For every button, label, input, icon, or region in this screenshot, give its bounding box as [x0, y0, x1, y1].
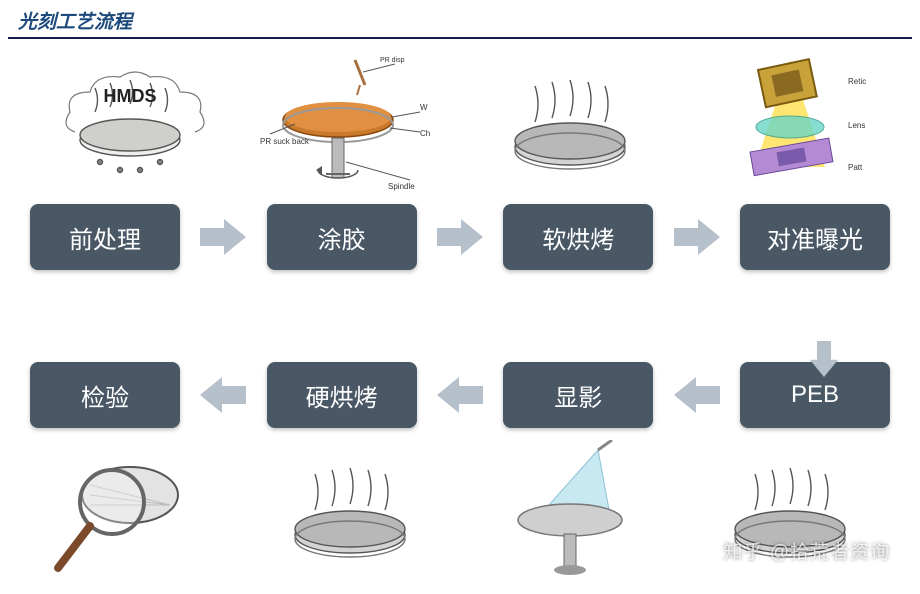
- callout-nozzle: PR disp: [380, 57, 405, 64]
- callout-chuck: Ch: [420, 129, 430, 138]
- callout-reticle: Retic: [848, 77, 866, 86]
- step-softbake: 软烘烤: [503, 204, 653, 270]
- image-develop: [480, 440, 660, 580]
- arrow-left-icon: [437, 377, 483, 413]
- step-inspect: 检验: [30, 362, 180, 428]
- callout-suckback: PR suck back: [260, 137, 310, 146]
- image-inspect: [40, 440, 220, 580]
- page-title: 光刻工艺流程: [18, 12, 132, 33]
- arrow-down-icon: [806, 331, 842, 387]
- diagram-content: HMDS: [10, 47, 910, 585]
- arrow-left-icon: [674, 377, 720, 413]
- image-spin-coater: PR suck back PR disp W Ch Spindle: [260, 52, 440, 192]
- watermark: 知乎 @拾荒者资询: [723, 537, 890, 564]
- title-bar: 光刻工艺流程: [8, 3, 912, 39]
- image-hmds: HMDS: [40, 52, 220, 192]
- step-pretreat: 前处理: [30, 204, 180, 270]
- image-hardbake: [260, 440, 440, 580]
- step-expose: 对准曝光: [740, 204, 890, 270]
- hmds-label: HMDS: [104, 86, 157, 106]
- step-hardbake: 硬烘烤: [267, 362, 417, 428]
- arrow-right-icon: [437, 219, 483, 255]
- top-step-row: 前处理 涂胶 软烘烤 对准曝光: [10, 197, 910, 277]
- top-image-row: HMDS: [10, 47, 910, 197]
- bottom-step-row: 检验 硬烘烤 显影 PEB: [10, 355, 910, 435]
- image-softbake: [480, 52, 660, 192]
- arrow-right-icon: [674, 219, 720, 255]
- arrow-right-icon: [200, 219, 246, 255]
- step-coat: 涂胶: [267, 204, 417, 270]
- callout-pattern: Patt: [848, 163, 863, 172]
- step-develop: 显影: [503, 362, 653, 428]
- image-exposure: Retic Lens Patt: [700, 52, 880, 192]
- callout-lens: Lens: [848, 121, 865, 130]
- callout-spindle: Spindle: [388, 182, 415, 191]
- arrow-left-icon: [200, 377, 246, 413]
- callout-wafer: W: [420, 103, 428, 112]
